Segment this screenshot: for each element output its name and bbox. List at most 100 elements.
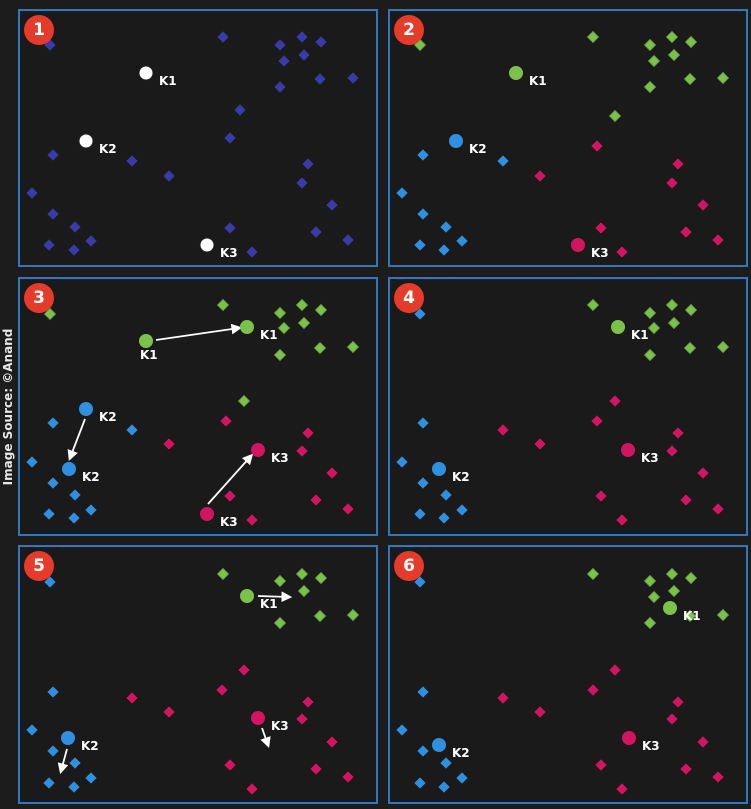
scatter-plot: K1 K2 K3	[20, 547, 380, 806]
data-point	[717, 341, 728, 352]
data-point	[648, 55, 659, 66]
step-number-badge: 5	[24, 551, 54, 581]
data-point	[296, 713, 307, 724]
data-point	[85, 504, 96, 515]
centroid-label: K3	[271, 719, 289, 733]
data-point	[666, 177, 677, 188]
data-point	[672, 696, 683, 707]
data-point	[274, 307, 285, 318]
data-point	[68, 244, 79, 255]
step-number-badge: 3	[24, 283, 54, 313]
data-point	[666, 299, 677, 310]
centroid-label: K3	[642, 739, 660, 753]
centroid-k3	[251, 711, 265, 725]
data-point	[310, 763, 321, 774]
data-point	[296, 445, 307, 456]
centroid-move-arrow	[61, 749, 67, 771]
data-point	[616, 783, 627, 794]
data-point	[238, 664, 249, 675]
data-point	[672, 427, 683, 438]
data-point	[43, 508, 54, 519]
data-point	[274, 349, 285, 360]
centroid-move-arrow	[262, 728, 268, 745]
data-point	[26, 724, 37, 735]
data-point	[69, 221, 80, 232]
centroid-k2	[79, 402, 93, 416]
data-point	[534, 438, 545, 449]
data-point	[680, 494, 691, 505]
data-point	[163, 438, 174, 449]
centroid-k2	[432, 738, 446, 752]
centroid-k2	[61, 731, 75, 745]
data-point	[587, 299, 598, 310]
data-point	[68, 781, 79, 792]
data-point	[85, 772, 96, 783]
data-point	[417, 149, 428, 160]
centroid-k1	[509, 66, 523, 80]
data-point	[648, 322, 659, 333]
image-source-credit: Image Source: ©Anand	[1, 327, 15, 487]
data-point	[85, 235, 96, 246]
data-point	[224, 222, 235, 233]
scatter-plot: K1 K2 K3	[390, 11, 750, 269]
data-point	[315, 36, 326, 47]
data-point	[644, 39, 655, 50]
data-point	[648, 591, 659, 602]
data-point	[47, 745, 58, 756]
data-point	[47, 686, 58, 697]
centroid-label: K3	[271, 451, 289, 465]
data-point	[685, 304, 696, 315]
centroid-k3	[200, 507, 214, 521]
data-point	[69, 757, 80, 768]
data-point	[587, 684, 598, 695]
step-panel-1: K1 K2 K3 1	[18, 9, 378, 267]
data-point	[302, 696, 313, 707]
centroid-label: K1	[159, 74, 177, 88]
centroid-k2	[62, 462, 76, 476]
data-point	[314, 342, 325, 353]
data-point	[246, 783, 257, 794]
data-point	[644, 575, 655, 586]
data-point	[456, 235, 467, 246]
data-point	[712, 771, 723, 782]
data-point	[246, 246, 257, 257]
step-number-badge: 2	[394, 15, 424, 45]
centroid-k1	[240, 589, 254, 603]
centroid-label: K2	[81, 739, 99, 753]
scatter-plot: K1 K2 K3	[390, 547, 750, 806]
data-point	[220, 415, 231, 426]
data-point	[43, 777, 54, 788]
centroid-label: K1	[683, 609, 701, 623]
centroid-label: K1	[260, 328, 278, 342]
centroid-k2	[79, 134, 93, 148]
data-point	[644, 617, 655, 628]
centroid-k1	[240, 320, 254, 334]
data-point	[609, 110, 620, 121]
data-point	[438, 781, 449, 792]
data-point	[666, 31, 677, 42]
data-point	[697, 736, 708, 747]
centroid-label: K1	[631, 328, 649, 342]
data-point	[314, 610, 325, 621]
data-point	[685, 36, 696, 47]
data-point	[440, 489, 451, 500]
data-point	[438, 244, 449, 255]
data-point	[126, 692, 137, 703]
centroid-k3	[621, 443, 635, 457]
centroid-label: K3	[220, 246, 238, 260]
data-point	[456, 504, 467, 515]
centroid-label: K1	[140, 348, 158, 362]
data-point	[43, 239, 54, 250]
data-point	[47, 477, 58, 488]
centroid-label: K3	[591, 246, 609, 260]
data-point	[609, 664, 620, 675]
centroid-label: K2	[452, 470, 470, 484]
centroid-label: K3	[220, 515, 238, 529]
scatter-plot: K1 K2 K3	[390, 279, 750, 538]
data-point	[497, 424, 508, 435]
data-point	[644, 307, 655, 318]
data-point	[47, 208, 58, 219]
data-point	[342, 234, 353, 245]
data-point	[534, 170, 545, 181]
data-point	[238, 395, 249, 406]
